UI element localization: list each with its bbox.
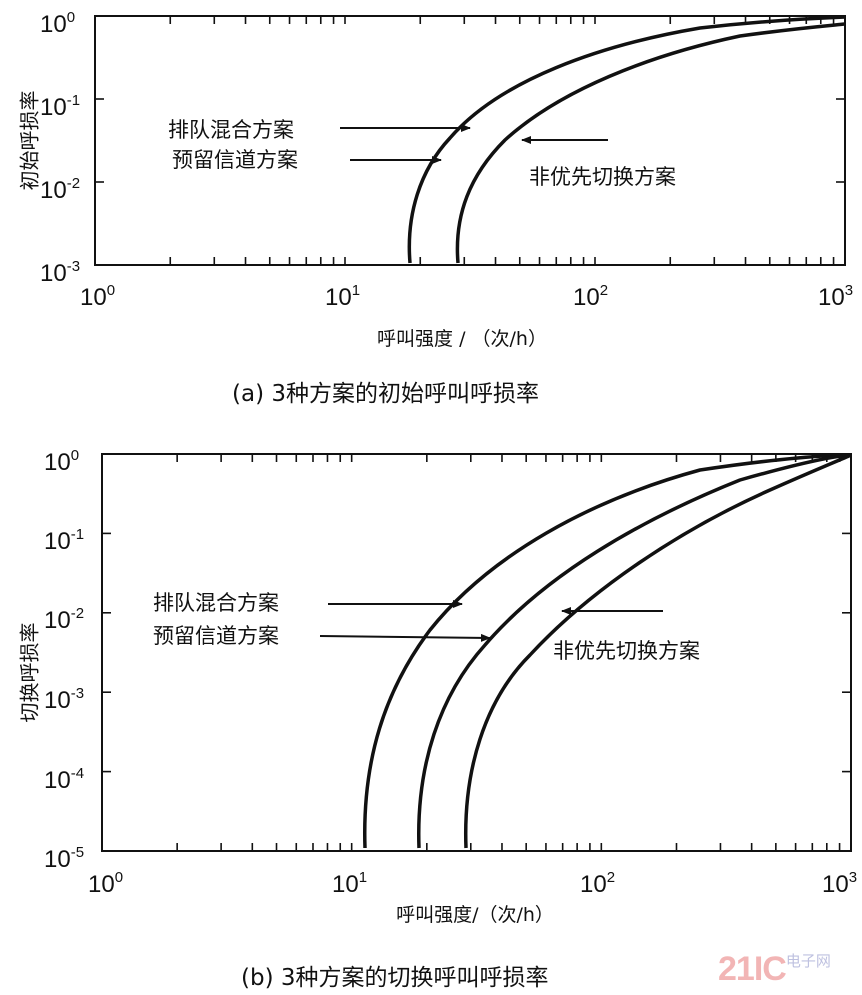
annotation-queue-scheme: 排队混合方案 [153,591,279,615]
y-tick-label: 10-3 [40,258,80,287]
curve-queue-scheme [362,453,852,849]
chart-b-x-axis-title: 呼叫强度/（次/h） [396,904,554,926]
curve-non-priority-scheme [463,453,852,849]
x-tick-label: 101 [325,282,360,311]
x-tick-label: 103 [822,869,857,898]
chart-a-y-tick-labels: 100 10-1 10-2 10-3 [40,9,80,287]
x-tick-label: 103 [818,282,853,311]
chart-b-y-ticks [102,532,851,773]
x-tick-label: 100 [88,869,123,898]
chart-a: 100 10-1 10-2 10-3 100 101 102 103 呼叫强度 … [40,9,853,350]
chart-a-x-axis-title: 呼叫强度 / （次/h） [377,328,547,350]
x-tick-label: 102 [573,282,608,311]
arrow-reserved-scheme [319,633,491,642]
annotation-non-priority-scheme: 非优先切换方案 [553,639,700,663]
chart-b-plot-frame [101,453,852,852]
chart-a-x-tick-labels: 100 101 102 103 [80,282,853,311]
annotation-reserved-scheme: 预留信道方案 [172,148,298,172]
curve-non-priority [455,22,846,264]
chart-a-plot-frame [94,15,846,266]
y-tick-label: 10-2 [44,605,84,634]
chart-a-y-ticks [95,98,845,183]
chart-b-caption: (b) 3种方案的切换呼叫呼损率 [241,965,549,991]
y-tick-label: 100 [40,9,75,38]
y-tick-label: 10-1 [40,92,80,121]
y-tick-label: 10-3 [44,685,84,714]
chart-b-x-tick-labels: 100 101 102 103 [88,869,857,898]
annotation-queue-scheme: 排队混合方案 [168,118,294,142]
watermark-logo: 21IC电子网 [718,950,831,989]
chart-a-y-axis-title: 初始呼损率 [17,90,42,191]
y-tick-label: 100 [44,447,79,476]
watermark-text: 电子网 [785,952,831,970]
chart-b-y-tick-labels: 100 10-1 10-2 10-3 10-4 10-5 [44,447,84,873]
chart-b-x-ticks [176,454,852,851]
y-tick-label: 10-1 [44,526,84,555]
y-tick-label: 10-2 [40,175,80,204]
chart-b: 100 10-1 10-2 10-3 10-4 10-5 100 101 102… [44,447,857,926]
annotation-non-priority-scheme: 非优先切换方案 [529,165,676,189]
x-tick-label: 100 [80,282,115,311]
y-tick-label: 10-5 [44,844,84,873]
x-tick-label: 101 [332,869,367,898]
watermark-number: 21IC [718,950,787,988]
chart-a-caption: (a) 3种方案的初始呼叫呼损率 [232,381,539,407]
annotation-reserved-scheme: 预留信道方案 [153,624,279,648]
x-tick-label: 102 [580,869,615,898]
chart-b-y-axis-title: 切换呼损率 [17,622,42,723]
y-tick-label: 10-4 [44,765,84,794]
curve-reserved-scheme [417,453,852,849]
curve-queue-reserved [407,15,846,264]
